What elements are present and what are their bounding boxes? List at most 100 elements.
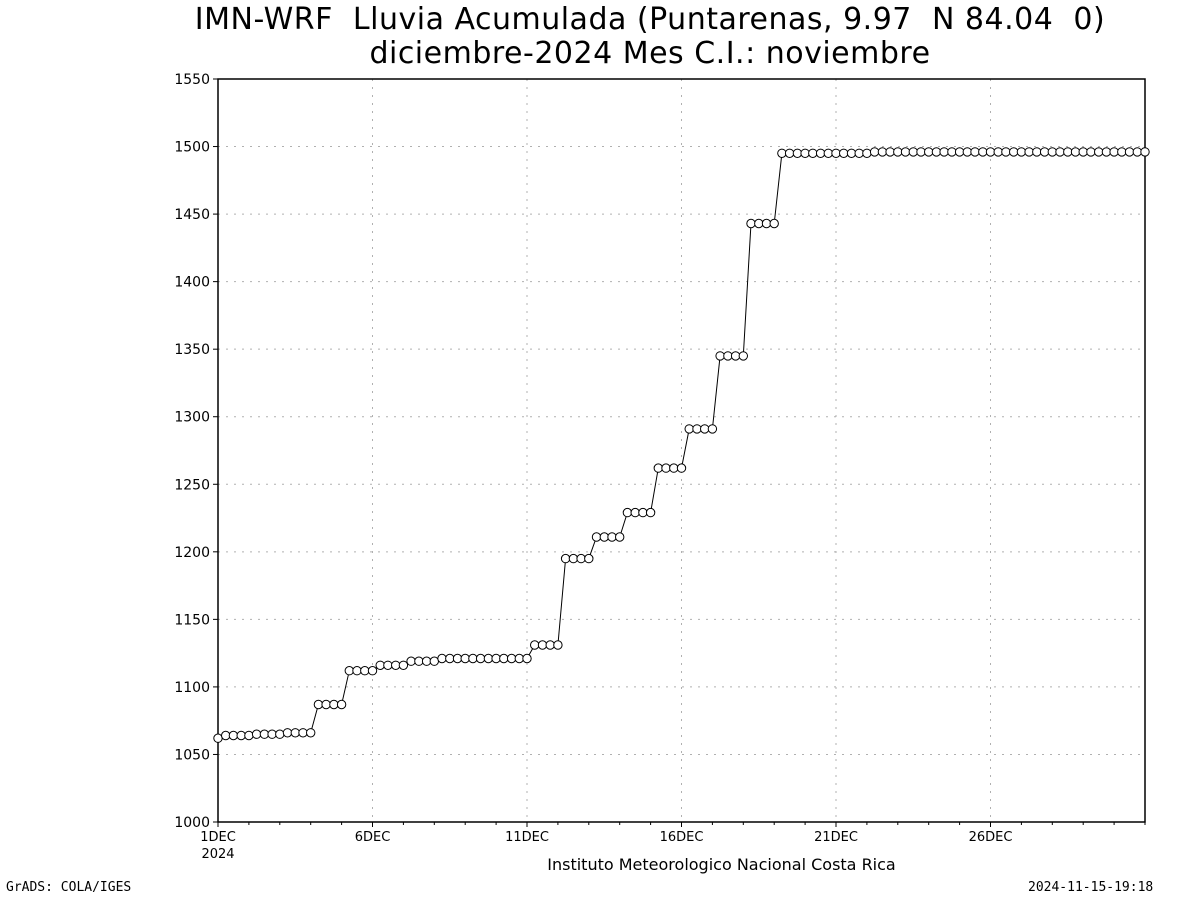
data-point (568, 553, 579, 564)
data-point (800, 148, 810, 159)
data-point (916, 147, 926, 157)
data-point (893, 147, 903, 157)
data-point (970, 147, 980, 157)
data-point (645, 507, 656, 518)
y-tick-label: 1250 (174, 477, 210, 493)
data-point (360, 666, 370, 676)
data-point (553, 640, 563, 650)
data-point (684, 424, 694, 434)
data-point (344, 666, 354, 676)
data-point (653, 463, 663, 473)
x-tick-label: 11DEC (505, 830, 549, 845)
data-point (993, 147, 1003, 157)
data-point (522, 653, 532, 664)
y-tick-label: 1150 (174, 612, 210, 628)
data-point (622, 507, 633, 518)
data-point (1009, 147, 1019, 157)
x-axis-label: Instituto Meteorologico Nacional Costa R… (547, 855, 895, 874)
y-tick-label: 1450 (174, 207, 210, 223)
data-point (1016, 147, 1027, 157)
data-point (1109, 147, 1119, 157)
data-point (445, 653, 455, 664)
data-point (924, 147, 934, 157)
y-tick-label: 1500 (174, 140, 210, 156)
data-point (584, 553, 594, 564)
data-point (352, 666, 362, 676)
data-point (460, 653, 470, 664)
data-point (1078, 147, 1088, 157)
data-point (1047, 147, 1058, 157)
data-point (815, 148, 826, 159)
x-tick-label: 26DEC (969, 830, 1013, 845)
data-point (1039, 147, 1050, 157)
y-tick-label: 1000 (174, 815, 210, 831)
x-tick-label: 6DEC (355, 830, 391, 845)
data-point (282, 728, 293, 738)
data-point (954, 147, 965, 157)
data-point (383, 660, 393, 670)
data-point (298, 728, 308, 738)
y-tick-label: 1100 (174, 680, 210, 696)
data-point (723, 351, 733, 361)
data-point (1140, 147, 1150, 157)
data-point (329, 699, 339, 710)
data-point (754, 218, 764, 229)
data-point (468, 653, 478, 664)
data-point (336, 699, 347, 710)
data-point (1063, 147, 1073, 157)
data-point (769, 218, 779, 229)
data-point (1117, 147, 1127, 157)
data-point (931, 147, 942, 157)
data-point (1070, 147, 1081, 157)
data-point (877, 147, 888, 157)
data-point (437, 653, 447, 664)
data-point (321, 699, 331, 710)
data-point (1101, 147, 1112, 157)
data-point (1024, 147, 1034, 157)
data-point (475, 653, 486, 664)
data-point (391, 660, 401, 670)
chart-subtitle: diciembre-2024 Mes C.I.: noviembre (369, 36, 931, 71)
plot-frame (217, 78, 1146, 823)
data-point (421, 656, 432, 666)
data-point (429, 656, 439, 666)
data-point (506, 653, 517, 664)
data-point (669, 463, 679, 473)
data-point (947, 147, 957, 157)
data-point (615, 532, 625, 542)
data-point (267, 729, 277, 739)
data-point (823, 148, 833, 159)
data-point (700, 424, 710, 434)
y-tick-label: 1350 (174, 342, 210, 358)
data-point (661, 463, 671, 473)
y-tick-label: 1300 (174, 410, 210, 426)
data-point (1124, 147, 1135, 157)
data-point (290, 728, 300, 738)
data-point (939, 147, 949, 157)
data-point (715, 351, 725, 361)
data-point (1132, 147, 1143, 157)
data-point (236, 730, 246, 741)
data-point (985, 147, 996, 157)
data-point (738, 351, 748, 361)
data-point (398, 660, 409, 670)
data-point (251, 729, 262, 739)
data-point (244, 730, 254, 741)
data-point (746, 218, 756, 229)
data-point (576, 553, 586, 564)
data-point (1032, 147, 1042, 157)
data-point (808, 148, 818, 159)
data-point (313, 699, 324, 710)
footer-right: 2024-11-15-19:18 (1028, 880, 1154, 895)
data-point (530, 640, 540, 650)
data-point (221, 730, 231, 741)
data-point (591, 532, 602, 542)
data-point (730, 351, 741, 361)
data-point (854, 148, 864, 159)
data-point (560, 553, 571, 564)
data-point (545, 640, 555, 650)
data-point (630, 507, 640, 518)
data-point (869, 147, 880, 157)
data-point (846, 148, 857, 159)
